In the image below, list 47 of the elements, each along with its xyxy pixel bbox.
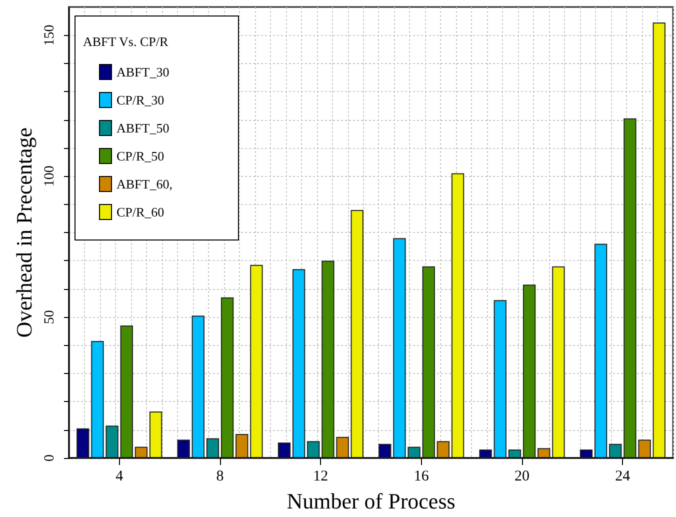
bar — [350, 210, 364, 458]
y-axis-title: Overhead in Precentage — [12, 127, 36, 338]
bar — [652, 22, 666, 458]
bar — [292, 269, 306, 458]
bar — [538, 448, 550, 458]
legend-label: CP/R_30 — [116, 92, 164, 108]
bar — [494, 300, 506, 458]
bar — [422, 266, 435, 458]
bar — [278, 442, 291, 458]
bar — [436, 441, 450, 458]
bar — [236, 434, 248, 458]
bar — [76, 428, 90, 458]
bar — [220, 297, 234, 458]
x-tick-label: 16 — [414, 468, 430, 484]
bar — [522, 284, 536, 458]
bar — [451, 173, 464, 458]
bar — [580, 450, 593, 458]
bar — [479, 450, 492, 458]
y-tick-label: 50 — [42, 310, 58, 324]
bar — [134, 446, 148, 458]
legend-label: CP/R_60 — [116, 204, 164, 220]
bar — [250, 264, 263, 458]
legend-label: ABFT_60, — [116, 176, 172, 192]
bar — [508, 450, 522, 458]
bar — [206, 438, 220, 458]
bar — [594, 244, 608, 458]
y-tick-label: 150 — [42, 24, 58, 46]
bar — [177, 440, 190, 458]
x-axis-title: Number of Process — [286, 488, 456, 514]
legend-label: ABFT_50 — [116, 120, 170, 136]
x-tick-label: 24 — [615, 468, 631, 484]
legend-label: ABFT_30 — [116, 64, 170, 80]
legend-label: CP/R_50 — [116, 148, 164, 164]
x-tick-label: 8 — [216, 468, 224, 484]
bar — [149, 411, 162, 458]
bar — [120, 326, 133, 458]
y-tick-label: 100 — [42, 166, 58, 187]
bar — [609, 444, 622, 458]
x-tick-label: 12 — [313, 468, 328, 484]
bar — [552, 266, 565, 458]
x-tick-label: 4 — [116, 468, 124, 484]
bar — [378, 444, 392, 458]
bar — [307, 441, 320, 458]
x-tick-label: 20 — [514, 468, 530, 484]
legend-title: ABFT Vs. CP/R — [83, 34, 168, 49]
y-tick-label: 0 — [42, 454, 58, 462]
bar — [192, 316, 204, 458]
